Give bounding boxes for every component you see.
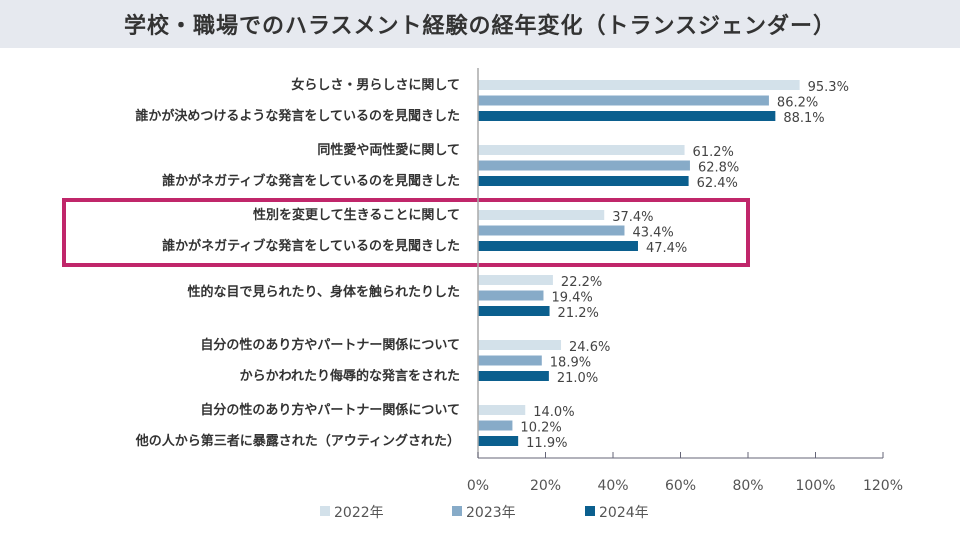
chart-title: 学校・職場でのハラスメント経験の経年変化（トランスジェンダー） xyxy=(123,14,837,39)
legend-swatch xyxy=(320,506,330,516)
data-label: 88.1% xyxy=(783,111,824,126)
category-label-line2: からかわれたり侮辱的な発言をされた xyxy=(240,368,460,384)
x-tick-label: 0% xyxy=(467,478,489,494)
data-label: 21.0% xyxy=(557,371,598,386)
bar-2023年 xyxy=(478,290,544,301)
legend-label: 2022年 xyxy=(334,505,384,521)
category-label-line1: 女らしさ・男らしさに関して xyxy=(291,77,460,93)
category-label-line1: 性別を変更して生きることに関して xyxy=(253,207,460,223)
x-tick-label: 120% xyxy=(863,478,903,494)
bar-2022年 xyxy=(478,145,685,155)
legend-label: 2023年 xyxy=(466,505,516,521)
bar-2022年 xyxy=(478,405,526,415)
x-tick-label: 20% xyxy=(530,478,561,494)
data-label: 61.2% xyxy=(693,145,734,160)
data-label: 62.4% xyxy=(697,176,738,191)
data-label: 37.4% xyxy=(612,210,653,225)
category-label-line2: 他の人から第三者に暴露された（アウティングされた） xyxy=(135,433,460,449)
category-label-line1: 自分の性のあり方やパートナー関係について xyxy=(200,402,460,418)
bar-2024年 xyxy=(478,176,689,186)
data-label: 11.9% xyxy=(526,436,567,451)
category-label: 性的な目で見られたり、身体を触られたりした xyxy=(188,284,460,300)
bar-2022年 xyxy=(478,275,553,285)
category-label-line2: 誰かがネガティブな発言をしているのを見聞きした xyxy=(162,238,460,254)
data-label: 86.2% xyxy=(777,96,818,111)
bar-2023年 xyxy=(478,225,625,236)
x-tick-label: 60% xyxy=(665,478,696,494)
bar-2024年 xyxy=(478,436,519,446)
category-label-line1: 同性愛や両性愛に関して xyxy=(317,142,460,158)
data-label: 19.4% xyxy=(551,291,592,306)
chart-title-bar: 学校・職場でのハラスメント経験の経年変化（トランスジェンダー） xyxy=(0,0,960,48)
legend-label: 2024年 xyxy=(599,505,649,521)
x-tick-label: 80% xyxy=(732,478,763,494)
bar-2024年 xyxy=(478,371,549,381)
bar-2024年 xyxy=(478,241,638,251)
x-tick-label: 100% xyxy=(795,478,835,494)
data-label: 43.4% xyxy=(632,226,673,241)
bar-2023年 xyxy=(478,95,769,106)
data-label: 24.6% xyxy=(569,340,610,355)
data-label: 18.9% xyxy=(550,356,591,371)
data-label: 47.4% xyxy=(646,241,687,256)
x-tick-label: 40% xyxy=(597,478,628,494)
category-label-line2: 誰かが決めつけるような発言をしているのを見聞きした xyxy=(135,108,460,124)
bar-2022年 xyxy=(478,80,800,90)
data-label: 21.2% xyxy=(558,306,599,321)
bar-2022年 xyxy=(478,210,605,220)
bar-2024年 xyxy=(478,111,776,121)
bar-2023年 xyxy=(478,355,542,366)
bar-2023年 xyxy=(478,160,690,171)
bar-2023年 xyxy=(478,420,513,431)
bar-2024年 xyxy=(478,306,550,316)
bar-2022年 xyxy=(478,340,562,350)
legend-swatch xyxy=(452,506,462,516)
data-label: 22.2% xyxy=(561,275,602,290)
highlight-box xyxy=(62,198,750,267)
legend-swatch xyxy=(585,506,595,516)
data-label: 62.8% xyxy=(698,161,739,176)
category-label-line1: 自分の性のあり方やパートナー関係について xyxy=(200,337,460,353)
category-label-line2: 誰かがネガティブな発言をしているのを見聞きした xyxy=(162,173,460,189)
data-label: 14.0% xyxy=(533,405,574,420)
data-label: 95.3% xyxy=(808,80,849,95)
data-label: 10.2% xyxy=(520,421,561,436)
